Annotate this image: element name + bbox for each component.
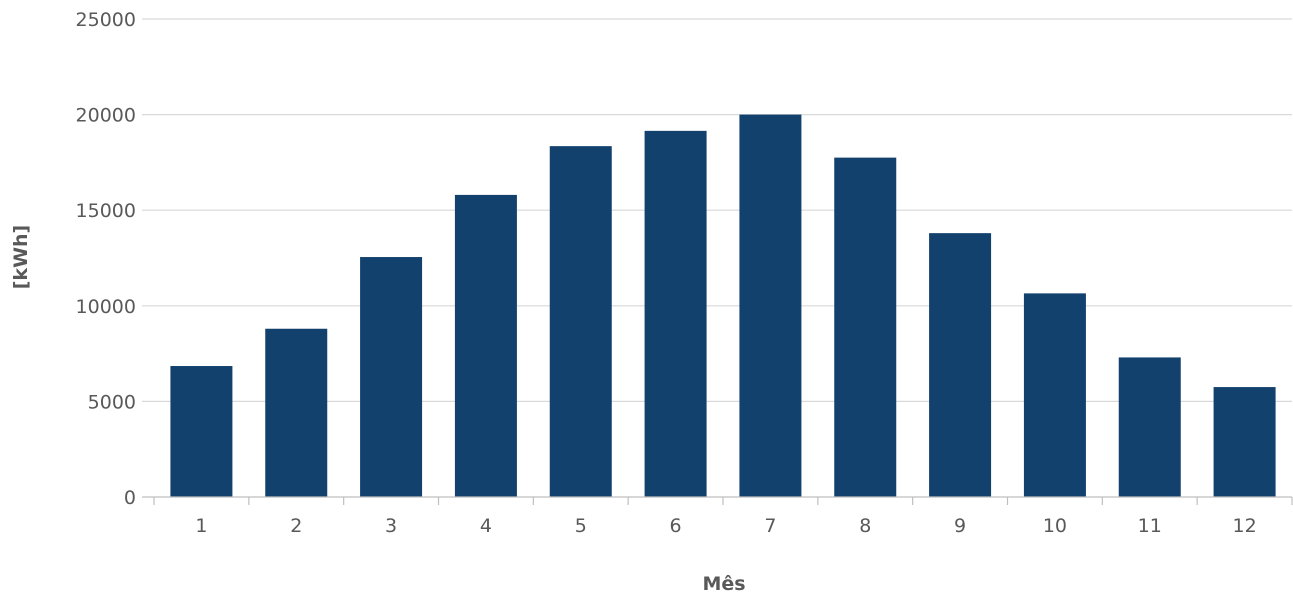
x-tick-label: 5	[575, 515, 587, 537]
bar	[929, 233, 992, 498]
y-tick-labels: 0 5000 10000 15000 20000 25000	[76, 9, 136, 509]
bar	[170, 366, 233, 497]
bar	[1213, 387, 1276, 497]
bar	[1023, 293, 1086, 497]
x-tick-label: 3	[385, 515, 397, 537]
x-tick-label: 2	[290, 515, 302, 537]
x-tick-label: 1	[195, 515, 207, 537]
x-tick-label: 11	[1138, 515, 1162, 537]
x-axis-title: Mês	[702, 573, 745, 595]
y-tick-label: 25000	[76, 9, 136, 31]
bar	[360, 257, 423, 497]
bar	[549, 146, 612, 497]
bar	[739, 114, 802, 497]
bar	[454, 194, 517, 498]
y-tick-label: 5000	[88, 391, 136, 413]
x-tick-label: 10	[1043, 515, 1067, 537]
bar	[265, 328, 328, 497]
x-axis	[142, 496, 1293, 505]
y-tick-label: 20000	[76, 105, 136, 127]
y-tick-label: 10000	[76, 296, 136, 318]
x-tick-label: 9	[954, 515, 966, 537]
y-tick-label: 0	[124, 487, 136, 509]
x-tick-label: 6	[670, 515, 682, 537]
y-axis-title: [kWh]	[10, 225, 32, 290]
bar	[644, 130, 707, 498]
bars	[170, 114, 1276, 498]
x-tick-label: 8	[859, 515, 871, 537]
x-tick-labels: 1 2 3 4 5 6 7 8 9 10 11 12	[195, 515, 1256, 537]
x-tick-label: 12	[1232, 515, 1256, 537]
y-tick-label: 15000	[76, 200, 136, 222]
x-tick-label: 7	[764, 515, 776, 537]
bar	[1118, 357, 1181, 497]
bar	[834, 157, 897, 497]
gridlines	[142, 18, 1292, 402]
x-tick-label: 4	[480, 515, 492, 537]
